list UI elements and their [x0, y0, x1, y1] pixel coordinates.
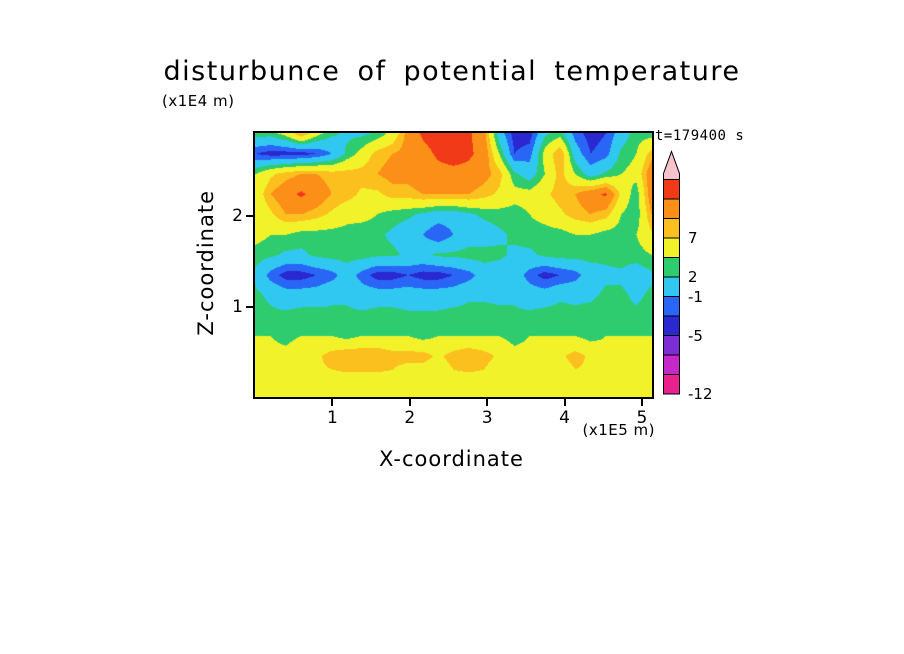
colorbar-segment [663, 179, 680, 200]
colorbar-tick-label: 7 [688, 229, 698, 247]
colorbar-segment [663, 296, 680, 317]
colorbar-segment [663, 374, 680, 395]
colorbar-segment [663, 218, 680, 239]
chart-title: disturbunce of potential temperature [163, 56, 741, 87]
x-tick-mark [563, 399, 566, 406]
colorbar-over-arrow-icon [663, 150, 680, 180]
colorbar-tick-label: 2 [688, 268, 698, 286]
plot-area: 1 2 3 4 5 1 2 [232, 131, 654, 428]
y-tick-mark [246, 215, 253, 218]
y-axis-units-label: (x1E4 m) [162, 92, 235, 110]
colorbar-tick-label: -1 [688, 287, 703, 306]
y-axis-title: Z-coordinate [192, 131, 220, 395]
y-tick-label: 1 [232, 296, 243, 317]
colorbar-segment [663, 237, 680, 258]
colorbar-segment [663, 354, 680, 375]
colorbar-segment [663, 198, 680, 219]
x-tick-label: 4 [559, 408, 570, 428]
colorbar-tick-label: -5 [688, 326, 703, 345]
x-tick-label: 1 [326, 408, 338, 428]
colorbar-segment [663, 315, 680, 336]
timestamp-label: t=179400 s [655, 128, 745, 144]
x-axis-units-label: (x1E5 m) [582, 421, 655, 439]
y-tick-mark [246, 305, 253, 308]
x-tick-label: 2 [404, 408, 416, 428]
x-tick-mark [486, 399, 489, 406]
colorbar-tick-label: -12 [688, 385, 713, 403]
x-tick-mark [331, 399, 334, 406]
colorbar-segment [663, 335, 680, 356]
x-axis-title: X-coordinate [379, 447, 524, 471]
x-tick-mark [408, 399, 411, 406]
colorbar [663, 150, 680, 395]
colorbar-segment [663, 276, 680, 297]
x-tick-mark [640, 399, 643, 406]
colorbar-segment [663, 257, 680, 278]
y-tick-label: 2 [232, 206, 243, 227]
contour-field-canvas [255, 133, 652, 397]
x-tick-label: 5 [636, 408, 648, 428]
x-tick-label: 3 [481, 408, 493, 428]
